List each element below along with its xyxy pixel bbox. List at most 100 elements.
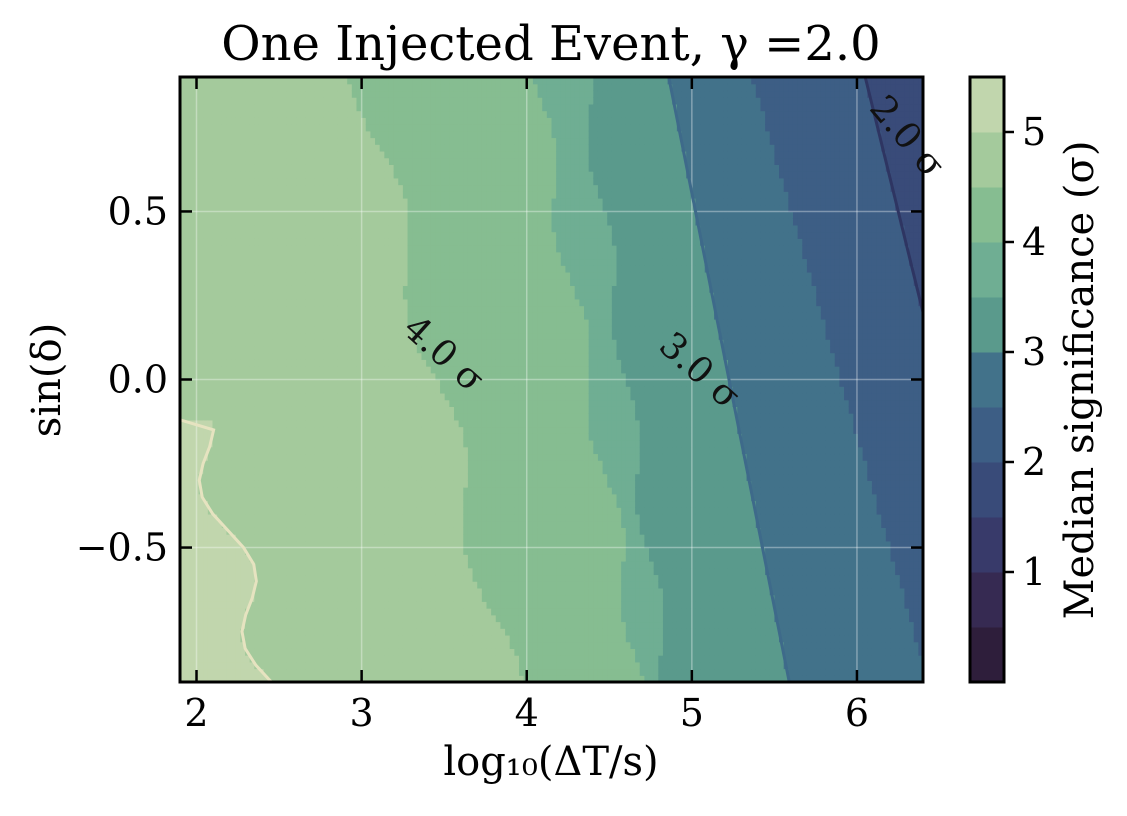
contour-cell bbox=[398, 90, 404, 98]
contour-cell bbox=[430, 453, 437, 461]
contour-cell bbox=[258, 493, 265, 502]
contour-cell bbox=[240, 601, 246, 609]
contour-cell bbox=[402, 103, 409, 112]
contour-cell bbox=[240, 655, 246, 663]
contour-cell bbox=[379, 446, 385, 455]
contour-cell bbox=[180, 473, 186, 481]
contour-cell bbox=[217, 534, 223, 542]
contour-cell bbox=[435, 500, 441, 508]
contour-cell bbox=[235, 90, 241, 98]
contour-cell bbox=[212, 608, 218, 616]
contour-cell bbox=[245, 312, 251, 320]
contour-cell bbox=[328, 77, 334, 85]
contour-cell bbox=[388, 628, 395, 636]
contour-cell bbox=[426, 661, 432, 670]
contour-cell bbox=[426, 406, 432, 414]
contour-cell bbox=[356, 97, 362, 105]
contour-cell bbox=[240, 150, 246, 159]
contour-cell bbox=[337, 90, 344, 98]
contour-cell bbox=[198, 319, 204, 327]
contour-cell bbox=[263, 245, 269, 253]
contour-cell bbox=[379, 561, 385, 569]
contour-cell bbox=[370, 90, 376, 98]
contour-cell bbox=[207, 144, 214, 152]
contour-cell bbox=[296, 641, 302, 649]
contour-cell bbox=[319, 594, 325, 602]
contour-cell bbox=[300, 319, 306, 327]
contour-cell bbox=[217, 204, 223, 213]
contour-cell bbox=[249, 352, 255, 360]
contour-cell bbox=[282, 124, 288, 132]
contour-cell bbox=[426, 345, 432, 354]
contour-cell bbox=[180, 177, 186, 186]
contour-cell bbox=[388, 251, 395, 260]
contour-cell bbox=[351, 298, 358, 307]
contour-cell bbox=[212, 177, 218, 186]
contour-cell bbox=[272, 211, 279, 219]
contour-cell bbox=[328, 527, 334, 535]
contour-cell bbox=[263, 130, 269, 139]
contour-cell bbox=[207, 231, 214, 239]
contour-cell bbox=[217, 480, 223, 488]
contour-cell bbox=[361, 392, 367, 401]
contour-cell bbox=[388, 171, 395, 179]
contour-cell bbox=[226, 648, 232, 656]
contour-cell bbox=[314, 117, 320, 125]
contour-cell bbox=[282, 130, 288, 139]
contour-cell bbox=[184, 466, 190, 475]
contour-cell bbox=[375, 641, 381, 649]
contour-cell bbox=[198, 345, 204, 354]
contour-cell bbox=[379, 191, 385, 199]
contour-cell bbox=[412, 507, 418, 515]
contour-cell bbox=[258, 500, 265, 508]
contour-cell bbox=[323, 218, 330, 226]
contour-cell bbox=[282, 614, 288, 623]
contour-cell bbox=[231, 258, 237, 266]
contour-cell bbox=[384, 251, 390, 260]
contour-cell bbox=[347, 379, 353, 387]
contour-cell bbox=[263, 312, 269, 320]
contour-cell bbox=[207, 668, 214, 676]
contour-cell bbox=[393, 231, 399, 239]
contour-cell bbox=[296, 614, 302, 623]
contour-cell bbox=[217, 83, 223, 92]
contour-cell bbox=[291, 339, 297, 347]
contour-cell bbox=[231, 130, 237, 139]
contour-cell bbox=[356, 399, 362, 407]
contour-cell bbox=[310, 305, 316, 313]
contour-cell bbox=[342, 507, 348, 515]
contour-cell bbox=[300, 278, 306, 286]
contour-cell bbox=[402, 534, 409, 542]
contour-cell bbox=[347, 298, 353, 307]
contour-cell bbox=[245, 171, 251, 179]
contour-cell bbox=[416, 661, 423, 670]
contour-cell bbox=[342, 527, 348, 535]
contour-cell bbox=[180, 298, 186, 307]
contour-cell bbox=[388, 211, 395, 219]
contour-cell bbox=[388, 97, 395, 105]
contour-cell bbox=[379, 460, 385, 468]
contour-cell bbox=[180, 345, 186, 354]
contour-cell bbox=[416, 204, 423, 213]
contour-cell bbox=[402, 117, 409, 125]
contour-cell bbox=[310, 561, 316, 569]
contour-cell bbox=[263, 392, 269, 401]
contour-cell bbox=[217, 184, 223, 192]
contour-cell bbox=[319, 171, 325, 179]
contour-cell bbox=[268, 534, 274, 542]
contour-cell bbox=[231, 507, 237, 515]
contour-cell bbox=[203, 352, 209, 360]
contour-cell bbox=[305, 144, 311, 152]
contour-cell bbox=[347, 211, 353, 219]
contour-cell bbox=[361, 527, 367, 535]
contour-cell bbox=[184, 399, 190, 407]
contour-cell bbox=[235, 648, 241, 656]
contour-cell bbox=[226, 675, 232, 682]
contour-cell bbox=[300, 379, 306, 387]
contour-cell bbox=[282, 305, 288, 313]
contour-cell bbox=[226, 258, 232, 266]
contour-cell bbox=[272, 258, 279, 266]
contour-cell bbox=[180, 500, 186, 508]
contour-cell bbox=[323, 285, 330, 293]
contour-cell bbox=[189, 621, 195, 629]
